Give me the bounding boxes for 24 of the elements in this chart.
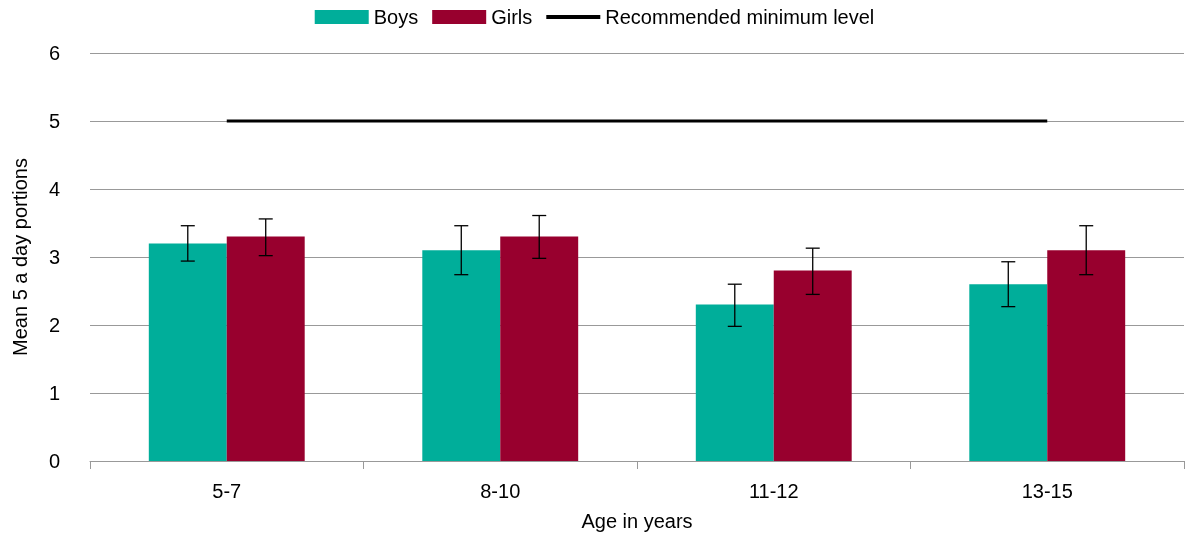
legend-label: Boys bbox=[373, 6, 419, 28]
legend-label: Girls bbox=[491, 6, 533, 28]
y-axis-title: Mean 5 a day portions bbox=[9, 158, 31, 356]
y-tick-label: 5 bbox=[48, 110, 60, 132]
legend-label: Recommended minimum level bbox=[605, 6, 875, 28]
bar bbox=[148, 243, 227, 461]
x-tick-label: 11-12 bbox=[748, 480, 799, 502]
bar bbox=[422, 250, 501, 461]
bar bbox=[695, 304, 774, 461]
bar bbox=[773, 270, 852, 461]
y-tick-label: 0 bbox=[48, 450, 60, 472]
y-tick-label: 3 bbox=[48, 246, 60, 268]
bar bbox=[500, 236, 579, 461]
y-tick-label: 1 bbox=[48, 382, 60, 404]
y-tick-label: 4 bbox=[48, 178, 60, 200]
x-tick-label: 8-10 bbox=[480, 480, 521, 502]
bar bbox=[1047, 250, 1126, 461]
x-axis-title: Age in years bbox=[581, 510, 693, 532]
bar bbox=[226, 236, 305, 461]
y-tick-label: 6 bbox=[48, 42, 60, 64]
y-tick-label: 2 bbox=[48, 314, 60, 336]
bar bbox=[969, 284, 1048, 461]
x-tick-label: 5-7 bbox=[212, 480, 242, 502]
x-tick-label: 13-15 bbox=[1021, 480, 1073, 502]
